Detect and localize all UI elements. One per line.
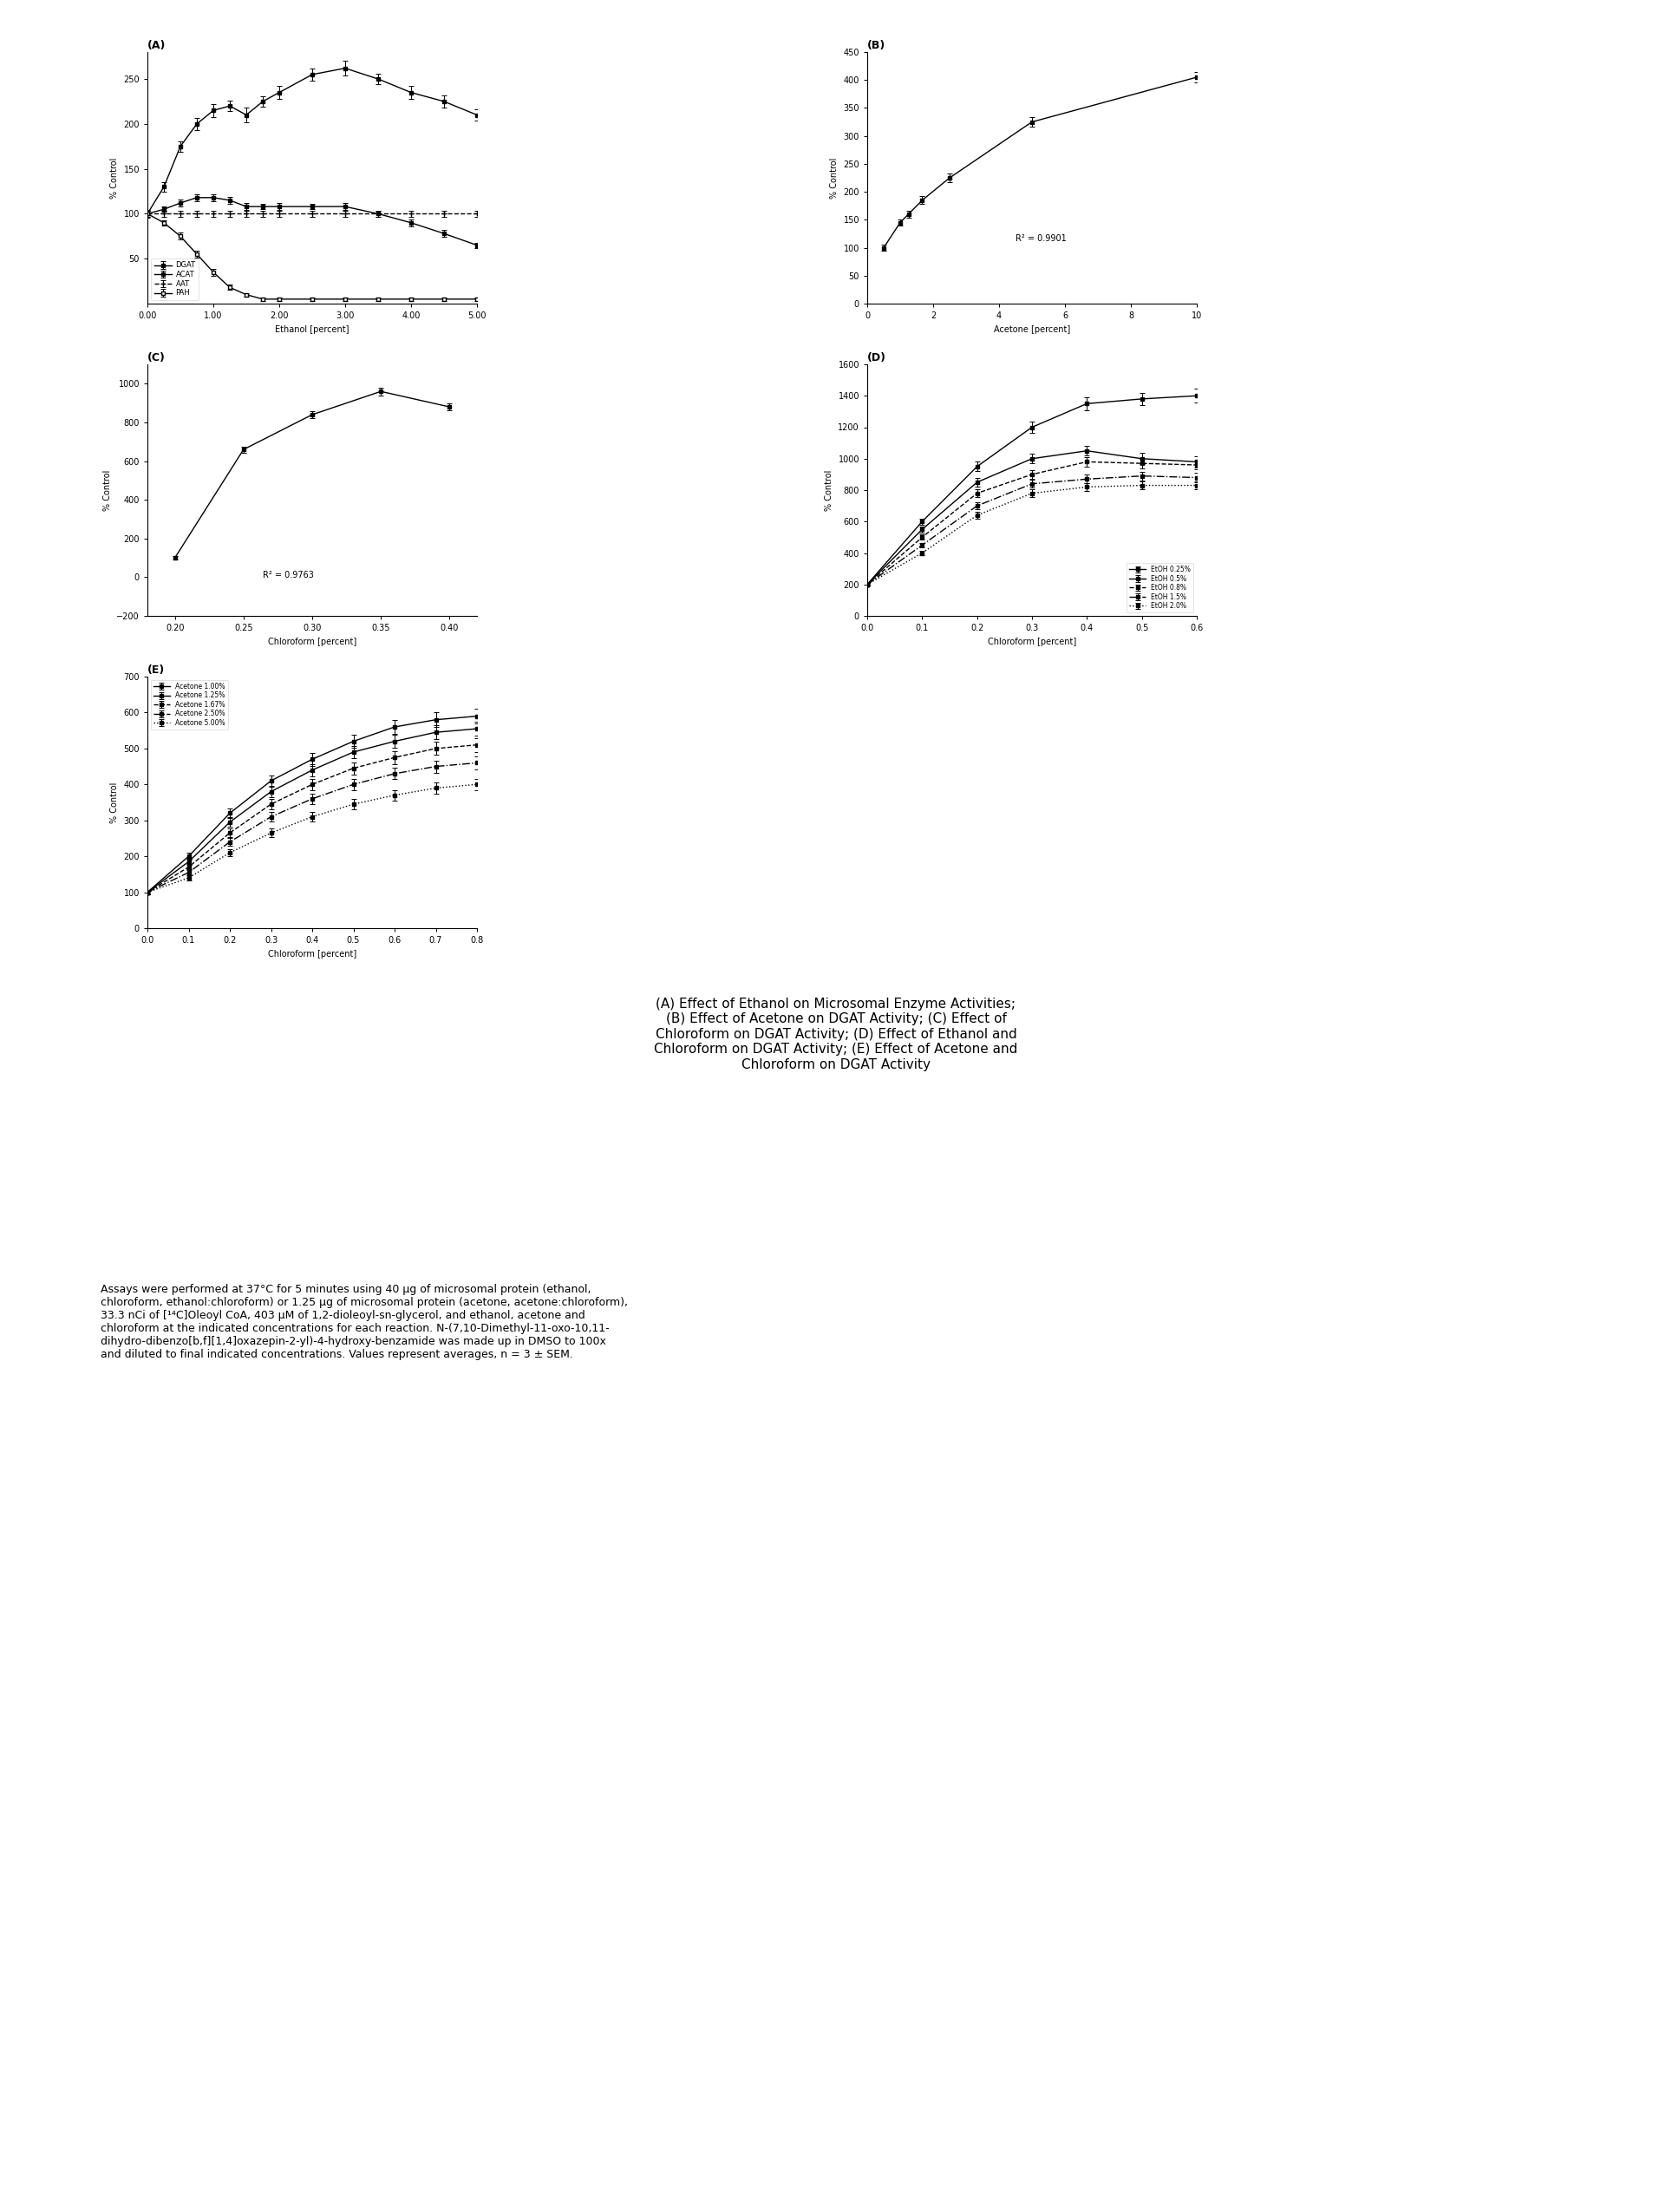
Legend: Acetone 1.00%, Acetone 1.25%, Acetone 1.67%, Acetone 2.50%, Acetone 5.00%: Acetone 1.00%, Acetone 1.25%, Acetone 1.… (150, 679, 227, 730)
Text: (B): (B) (868, 40, 886, 51)
Text: R² = 0.9763: R² = 0.9763 (263, 571, 314, 580)
Y-axis label: % Control: % Control (110, 157, 119, 199)
Legend: EtOH 0.25%, EtOH 0.5%, EtOH 0.8%, EtOH 1.5%, EtOH 2.0%: EtOH 0.25%, EtOH 0.5%, EtOH 0.8%, EtOH 1… (1127, 562, 1194, 613)
Text: (D): (D) (868, 352, 886, 363)
Text: (E): (E) (147, 664, 166, 675)
X-axis label: Chloroform [percent]: Chloroform [percent] (268, 637, 356, 646)
X-axis label: Acetone [percent]: Acetone [percent] (993, 325, 1070, 334)
Y-axis label: % Control: % Control (110, 781, 119, 823)
Y-axis label: % Control: % Control (829, 157, 838, 199)
Text: (A) Effect of Ethanol on Microsomal Enzyme Activities;
(B) Effect of Acetone on : (A) Effect of Ethanol on Microsomal Enzy… (654, 998, 1018, 1071)
X-axis label: Chloroform [percent]: Chloroform [percent] (268, 949, 356, 958)
Text: (C): (C) (147, 352, 166, 363)
Y-axis label: % Control: % Control (824, 469, 833, 511)
X-axis label: Ethanol [percent]: Ethanol [percent] (276, 325, 349, 334)
Text: (A): (A) (147, 40, 166, 51)
X-axis label: Chloroform [percent]: Chloroform [percent] (988, 637, 1077, 646)
Legend: DGAT, ACAT, AAT, PAH: DGAT, ACAT, AAT, PAH (150, 259, 199, 301)
Text: Assays were performed at 37°C for 5 minutes using 40 μg of microsomal protein (e: Assays were performed at 37°C for 5 minu… (100, 1283, 627, 1360)
Text: R² = 0.9901: R² = 0.9901 (1015, 234, 1067, 243)
Y-axis label: % Control: % Control (104, 469, 112, 511)
